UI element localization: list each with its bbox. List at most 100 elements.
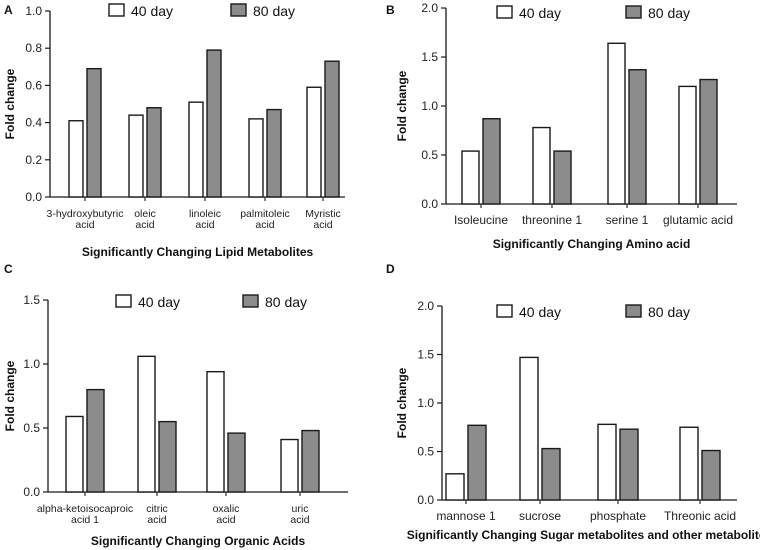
bar-80-day — [227, 432, 246, 493]
x-tick-label: threonine 1 — [522, 213, 582, 227]
y-tick-label: 2.0 — [421, 1, 438, 15]
x-tick-label: phosphate — [590, 509, 646, 523]
x-axis-title: Significantly Changing Lipid Metabolites — [82, 245, 314, 259]
legend-swatch-80-day — [230, 3, 247, 17]
bar-80-day — [86, 67, 102, 198]
bar-40-day — [188, 101, 204, 198]
bar-80-day — [301, 429, 320, 493]
x-tick-label: oxalic acid — [213, 503, 240, 526]
bar-80-day — [701, 449, 721, 501]
bar-80-day — [467, 424, 487, 501]
panel-letter: A — [4, 3, 13, 17]
legend-label-80-day: 80 day — [648, 304, 690, 320]
bar-80-day — [482, 118, 501, 205]
bar-40-day — [597, 423, 617, 501]
bar-40-day — [137, 355, 156, 493]
bar-80-day — [206, 49, 222, 198]
y-tick-label: 0.4 — [25, 116, 42, 130]
y-tick-label: 1.0 — [23, 357, 40, 371]
x-tick-label: palmitoleic acid — [240, 208, 290, 231]
y-tick-label: 1.0 — [417, 396, 434, 410]
x-tick-label: oleic acid — [134, 208, 156, 231]
bar-40-day — [607, 42, 626, 205]
x-axis-title: Significantly Changing Organic Acids — [91, 534, 306, 548]
y-tick-label: 0.0 — [23, 485, 40, 499]
legend-label-40-day: 40 day — [519, 304, 561, 320]
y-tick-label: 0.2 — [25, 153, 42, 167]
bar-80-day — [541, 447, 561, 501]
y-tick-label: 0.0 — [421, 197, 438, 211]
y-axis-title: Fold change — [395, 70, 409, 141]
x-tick-label: Isoleucine — [454, 213, 508, 227]
x-tick-label: sucrose — [519, 509, 561, 523]
legend-swatch-80-day — [625, 5, 642, 19]
bar-40-day — [68, 120, 84, 198]
y-tick-label: 0.5 — [23, 421, 40, 435]
panel-letter: D — [386, 262, 395, 276]
y-axis-title: Fold change — [3, 360, 17, 431]
panel-b: B 0.0 0.5 1.0 1.5 2.0 Isoleucine threonine 1 ser… — [386, 1, 737, 251]
x-tick-label: alpha-ketoisocaproic acid 1 — [37, 503, 133, 526]
panel-a: A 0.0 0.2 0.4 0.6 0.8 1.0 3-hydroxybutyric acid o… — [3, 3, 345, 259]
legend-swatch-40-day — [115, 294, 132, 308]
legend-swatch-40-day — [496, 5, 513, 19]
legend-label-40-day: 40 day — [519, 5, 561, 21]
bar-80-day — [146, 107, 162, 198]
legend-label-40-day: 40 day — [138, 294, 180, 310]
y-tick-label: 0.0 — [417, 493, 434, 507]
bar-40-day — [461, 150, 480, 205]
x-tick-label: glutamic acid — [663, 213, 733, 227]
bar-40-day — [532, 126, 551, 205]
bar-40-day — [306, 86, 322, 198]
bar-80-day — [553, 150, 572, 205]
legend-label-80-day: 80 day — [265, 294, 307, 310]
x-tick-label: 3-hydroxybutyric acid — [46, 208, 123, 231]
y-tick-label: 0.5 — [421, 148, 438, 162]
y-tick-label: 1.5 — [421, 50, 438, 64]
y-axis-title: Fold change — [3, 68, 17, 139]
bar-80-day — [158, 420, 177, 493]
x-tick-label: Myristic acid — [305, 208, 341, 231]
y-tick-label: 0.8 — [25, 41, 42, 55]
y-tick-label: 0.5 — [417, 445, 434, 459]
x-axis-title: Significantly Changing Amino acid — [493, 237, 691, 251]
legend-swatch-40-day — [496, 304, 513, 318]
y-tick-label: 1.0 — [25, 4, 42, 18]
bar-80-day — [619, 428, 639, 501]
bar-40-day — [445, 473, 465, 501]
y-tick-label: 1.0 — [421, 99, 438, 113]
bar-40-day — [679, 426, 699, 501]
bar-40-day — [280, 438, 299, 493]
y-tick-label: 1.5 — [23, 293, 40, 307]
bar-40-day — [519, 356, 539, 501]
x-tick-label: mannose 1 — [436, 509, 496, 523]
y-tick-label: 1.5 — [417, 348, 434, 362]
panel-letter: B — [386, 3, 395, 17]
y-axis-title: Fold change — [395, 367, 409, 438]
x-tick-label: serine 1 — [606, 213, 649, 227]
legend-label-80-day: 80 day — [648, 5, 690, 21]
bar-80-day — [699, 78, 718, 205]
y-tick-label: 0.0 — [25, 190, 42, 204]
bar-40-day — [678, 85, 697, 205]
x-tick-label: citric acid — [146, 503, 168, 526]
y-tick-label: 0.6 — [25, 78, 42, 92]
bar-40-day — [248, 118, 264, 198]
x-tick-label: linoleic acid — [189, 208, 221, 231]
x-tick-label: Threonic acid — [664, 509, 736, 523]
y-tick-label: 2.0 — [417, 299, 434, 313]
legend-swatch-80-day — [242, 294, 259, 308]
bar-40-day — [206, 370, 225, 493]
panel-c: C 0.0 0.5 1.0 1.5 alpha-ketoisocaproic acid 1 c… — [3, 262, 348, 548]
bar-40-day — [65, 415, 84, 493]
panel-d: D 0.0 0.5 1.0 1.5 2.0 mannose 1 sucrose phosphat… — [386, 262, 760, 542]
legend-swatch-80-day — [625, 304, 642, 318]
bar-80-day — [266, 108, 282, 198]
legend-label-80-day: 80 day — [253, 3, 295, 19]
legend-label-40-day: 40 day — [131, 3, 173, 19]
x-tick-label: uric acid — [290, 503, 309, 526]
bar-80-day — [324, 60, 340, 198]
bar-40-day — [128, 114, 144, 198]
x-axis-title: Significantly Changing Sugar metabolites… — [407, 528, 760, 542]
